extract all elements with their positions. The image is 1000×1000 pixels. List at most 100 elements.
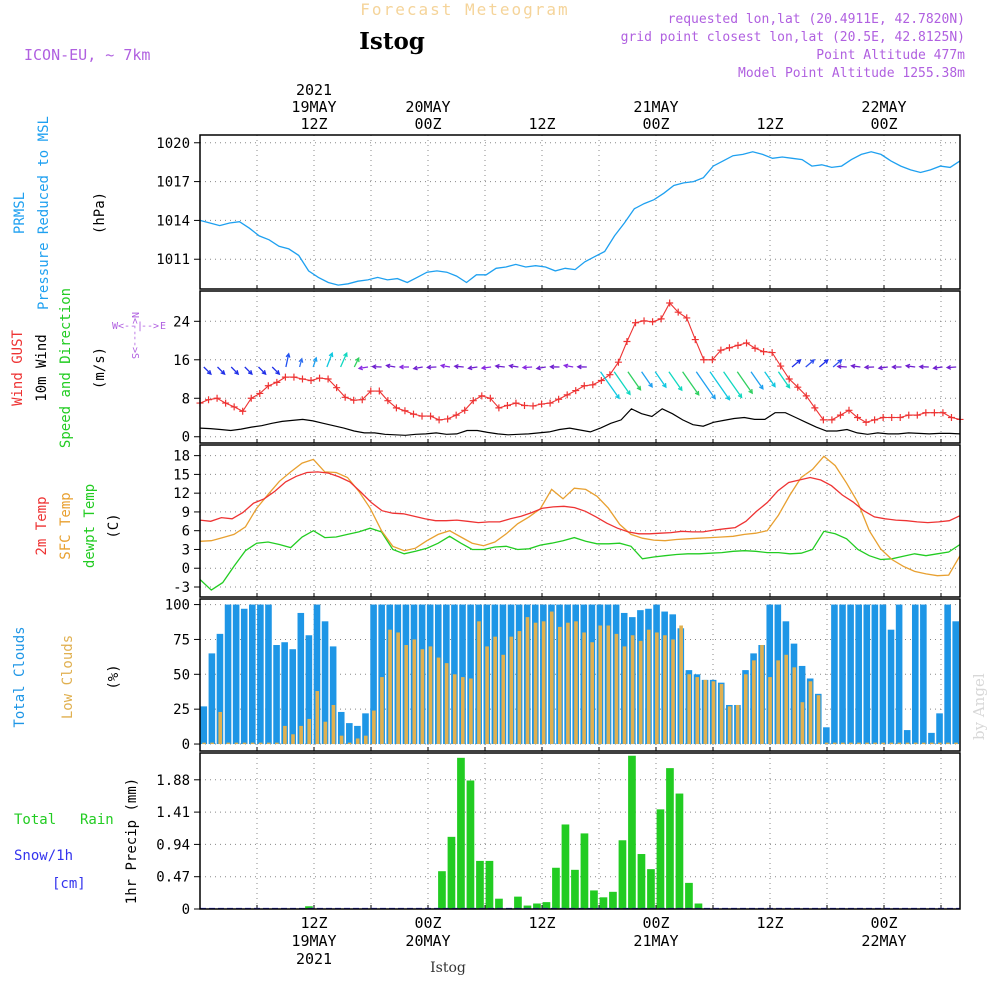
- requested-coords: requested lon,lat (20.4911E, 42.7820N): [668, 12, 965, 27]
- gust-marker: [819, 416, 827, 424]
- low-cloud-bar: [735, 704, 740, 745]
- pressure-label-msl: Pressure Reduced to MSL: [36, 116, 52, 310]
- gust-marker: [777, 362, 785, 370]
- low-cloud-bar: [436, 657, 441, 745]
- low-cloud-bar: [315, 691, 320, 745]
- wind-labels: Wind GUST 10m Wind Speed and Direction (…: [10, 288, 166, 448]
- precip-bar: [675, 793, 684, 909]
- low-cloud-bar: [889, 742, 894, 745]
- wind-arrow: [945, 364, 957, 370]
- pressure-unit: (hPa): [92, 192, 108, 234]
- total-cloud-bar: [240, 608, 248, 745]
- wind-arrow: [764, 371, 776, 388]
- gust-marker: [614, 358, 622, 366]
- precip-bar: [685, 882, 693, 909]
- wind-arrow: [412, 365, 423, 371]
- precip-frame: [199, 752, 961, 910]
- gust-marker: [640, 317, 648, 325]
- gust-marker: [529, 402, 537, 410]
- low-cloud-bar: [865, 742, 869, 745]
- time-top-label: 00Z: [642, 115, 669, 133]
- precip-snow-label: Snow/1h: [14, 848, 73, 864]
- gust-marker: [341, 393, 349, 401]
- low-cloud-bar: [283, 725, 287, 745]
- time-top-label: 22MAY: [861, 98, 906, 116]
- gust-marker: [324, 375, 332, 383]
- gust-marker: [307, 376, 315, 384]
- low-cloud-bar: [372, 710, 376, 745]
- wind-arrow: [230, 366, 240, 376]
- precip-bar: [656, 809, 665, 909]
- svg-text:-->S: -->S: [129, 335, 140, 359]
- total-cloud-bar: [378, 604, 385, 745]
- gust-marker: [811, 404, 819, 412]
- low-cloud-bar: [695, 677, 700, 745]
- low-cloud-bar: [541, 621, 546, 745]
- wind-arrow: [668, 371, 683, 392]
- total-cloud-bar: [952, 621, 959, 745]
- point-altitude: Point Altitude 477m: [816, 48, 965, 63]
- low-cloud-bar: [501, 654, 506, 745]
- clouds-frame: [199, 598, 961, 752]
- total-cloud-bar: [297, 612, 305, 745]
- time-bottom-label: 00Z: [642, 914, 669, 932]
- total-cloud-bar: [346, 723, 353, 745]
- wind-arrow: [217, 366, 226, 376]
- wind-arrow: [723, 371, 743, 399]
- time-top-label: 00Z: [870, 115, 897, 133]
- time-bottom-label: 12Z: [528, 914, 555, 932]
- clouds-ytick-label: 25: [173, 702, 190, 718]
- wind-arrow: [439, 363, 451, 369]
- model-altitude: Model Point Altitude 1255.38m: [738, 66, 965, 81]
- pressure-frame: [199, 134, 961, 290]
- gust-marker: [503, 401, 511, 409]
- low-cloud-bar: [929, 742, 934, 745]
- gust-marker: [896, 414, 904, 422]
- gust-marker: [939, 409, 947, 417]
- pressure-ytick-label: 1014: [156, 213, 190, 229]
- low-cloud-bar: [938, 742, 942, 745]
- total-cloud-bar: [321, 621, 329, 745]
- precip-cm-label: [cm]: [52, 876, 86, 892]
- time-bottom-label: 2021: [296, 950, 332, 968]
- gust-marker: [316, 374, 324, 382]
- low-cloud-bar: [355, 738, 360, 745]
- low-cloud-bar: [800, 702, 805, 745]
- gust-marker: [401, 407, 409, 415]
- precip-bar: [561, 824, 570, 909]
- total-cloud-bar: [766, 604, 774, 745]
- precip-bar: [447, 836, 456, 909]
- gust-marker: [486, 394, 494, 402]
- low-cloud-bar: [784, 654, 789, 745]
- wind-arrow: [599, 371, 620, 400]
- total-cloud-bar: [903, 730, 911, 745]
- panel-precip: 0 0.47 0.94 1.41 1.88: [156, 752, 961, 918]
- low-cloud-bar: [630, 635, 635, 745]
- total-cloud-bar: [879, 604, 887, 745]
- precip-bar: [466, 780, 475, 909]
- wind-arrow: [312, 356, 318, 368]
- time-bottom-label: 22MAY: [861, 932, 906, 950]
- low-cloud-bar: [881, 742, 886, 745]
- compass-east: E: [160, 321, 166, 332]
- precip-ytick-label: 0.94: [156, 837, 190, 853]
- svg-text:|: |: [137, 321, 143, 332]
- low-cloud-bar: [469, 678, 473, 745]
- gust-marker: [478, 392, 486, 400]
- gust-marker: [845, 406, 853, 414]
- precip-bar: [457, 757, 465, 909]
- total-cloud-bar: [895, 604, 903, 745]
- wind-arrow: [863, 364, 875, 370]
- gust-marker: [461, 406, 469, 414]
- gust-marker: [350, 396, 358, 404]
- low-cloud-bar: [913, 742, 918, 745]
- wind-arrow: [682, 371, 700, 396]
- low-cloud-bar: [752, 660, 756, 745]
- low-cloud-bar: [525, 617, 530, 745]
- low-cloud-bar: [485, 646, 489, 745]
- gust-marker: [760, 348, 768, 356]
- wind-arrow: [613, 371, 631, 396]
- temp-2m-line: [199, 471, 961, 535]
- wind-arrow: [494, 363, 505, 369]
- total-cloud-bar: [313, 604, 321, 745]
